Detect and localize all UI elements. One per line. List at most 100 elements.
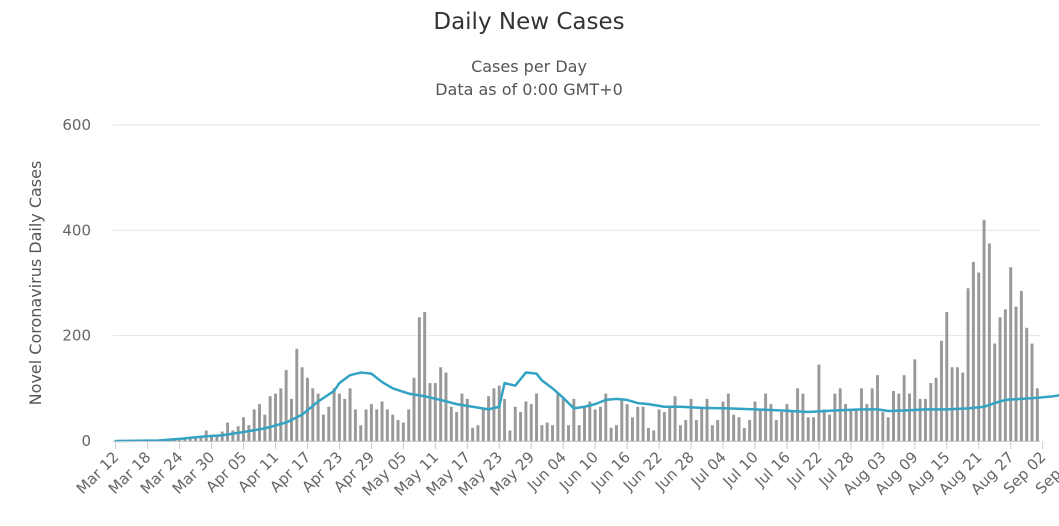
bar[interactable] [583, 406, 586, 441]
bar[interactable] [732, 414, 736, 441]
bar[interactable] [343, 398, 347, 441]
bar[interactable] [764, 393, 768, 441]
bar[interactable] [465, 398, 469, 441]
bar[interactable] [630, 417, 634, 441]
bar[interactable] [567, 425, 570, 441]
bar[interactable] [396, 419, 400, 441]
bar[interactable] [407, 409, 411, 441]
bar[interactable] [923, 398, 927, 441]
bar[interactable] [790, 412, 794, 441]
bar[interactable] [513, 406, 517, 441]
bar[interactable] [939, 340, 943, 441]
bar[interactable] [748, 419, 752, 441]
bar[interactable] [646, 427, 650, 441]
bar[interactable] [226, 422, 230, 441]
bar[interactable] [726, 393, 730, 441]
bar[interactable] [961, 372, 965, 441]
bar[interactable] [705, 398, 709, 441]
bar[interactable] [359, 425, 363, 441]
bar[interactable] [987, 243, 991, 442]
bar[interactable] [1009, 267, 1013, 441]
bar[interactable] [902, 375, 906, 441]
bar[interactable] [577, 425, 581, 441]
bar[interactable] [274, 393, 277, 441]
bar[interactable] [945, 311, 949, 441]
bar[interactable] [455, 412, 459, 441]
bar[interactable] [817, 364, 821, 441]
bar[interactable] [769, 404, 773, 441]
bar[interactable] [439, 367, 443, 441]
bar[interactable] [497, 385, 501, 441]
bar[interactable] [412, 377, 416, 441]
bar[interactable] [1014, 306, 1018, 441]
bar[interactable] [796, 388, 800, 441]
bar[interactable] [678, 425, 682, 441]
bar[interactable] [508, 430, 512, 441]
bar[interactable] [668, 406, 672, 441]
bar[interactable] [561, 398, 565, 441]
bar[interactable] [535, 393, 539, 441]
bar[interactable] [572, 398, 576, 441]
bar[interactable] [955, 367, 959, 441]
bar[interactable] [881, 412, 885, 441]
bar[interactable] [252, 409, 256, 441]
bar[interactable] [194, 438, 198, 441]
bar[interactable] [950, 367, 954, 441]
bar[interactable] [662, 412, 666, 441]
bar[interactable] [540, 425, 544, 441]
bar[interactable] [737, 417, 741, 441]
bar[interactable] [897, 393, 901, 441]
bar[interactable] [593, 409, 597, 441]
bar[interactable] [977, 272, 981, 441]
bar[interactable] [503, 398, 507, 441]
bar[interactable] [476, 425, 480, 441]
bar[interactable] [279, 388, 283, 441]
bar[interactable] [657, 409, 661, 441]
bar[interactable] [812, 417, 816, 441]
bar[interactable] [753, 401, 757, 442]
bar[interactable] [614, 425, 618, 441]
bar[interactable] [337, 393, 341, 441]
bar[interactable] [636, 406, 640, 441]
bar[interactable] [689, 398, 693, 441]
bar[interactable] [854, 409, 858, 441]
bar[interactable] [609, 427, 613, 441]
bar[interactable] [982, 219, 986, 441]
bar[interactable] [652, 430, 656, 441]
bar[interactable] [471, 427, 475, 441]
bar[interactable] [284, 369, 288, 441]
bar[interactable] [785, 404, 789, 441]
bar[interactable] [348, 388, 352, 441]
bar[interactable] [545, 422, 549, 441]
bar[interactable] [673, 396, 677, 441]
bar[interactable] [556, 393, 560, 441]
bar[interactable] [524, 401, 528, 442]
bar[interactable] [684, 419, 688, 441]
bar[interactable] [369, 404, 373, 441]
bar[interactable] [886, 417, 890, 441]
bar[interactable] [1035, 388, 1039, 441]
bar[interactable] [375, 409, 379, 441]
bar[interactable] [828, 414, 832, 441]
bar[interactable] [1030, 343, 1034, 441]
bar[interactable] [833, 393, 837, 441]
bar[interactable] [860, 388, 863, 441]
bar[interactable] [316, 393, 320, 441]
bar[interactable] [806, 417, 810, 441]
bar[interactable] [353, 409, 357, 441]
bar[interactable] [742, 427, 746, 441]
bar[interactable] [295, 348, 299, 441]
bar[interactable] [876, 375, 879, 441]
bar[interactable] [178, 439, 182, 441]
bar[interactable] [908, 393, 911, 441]
bar[interactable] [380, 401, 384, 442]
bar[interactable] [433, 383, 437, 441]
bar[interactable] [604, 393, 608, 441]
bar[interactable] [870, 388, 874, 441]
bar[interactable] [247, 425, 251, 441]
bar[interactable] [300, 367, 304, 441]
bar[interactable] [780, 412, 784, 441]
bar[interactable] [620, 398, 624, 441]
bar[interactable] [918, 398, 922, 441]
bar[interactable] [444, 372, 448, 441]
